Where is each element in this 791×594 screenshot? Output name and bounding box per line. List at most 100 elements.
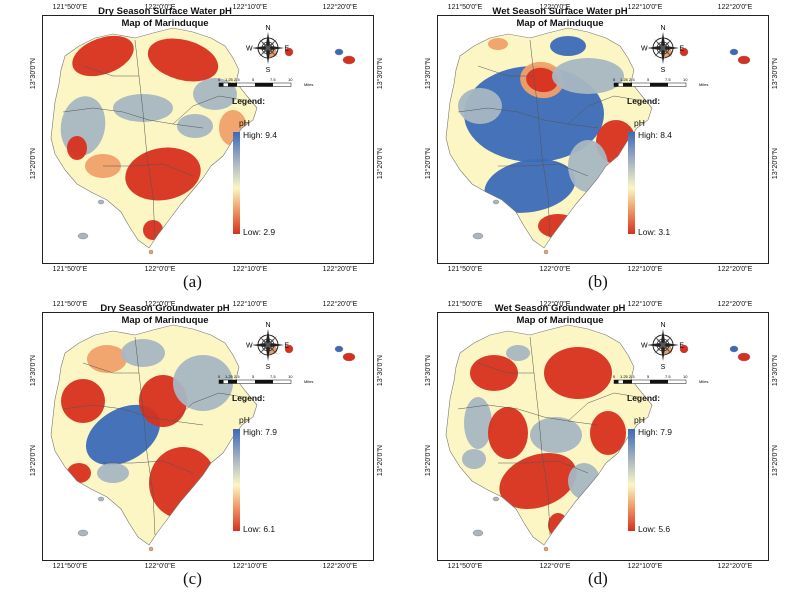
road-lines [457,336,639,536]
map-title: Dry Season Groundwater pH Map of Marindu… [70,303,260,327]
map-title: Dry Season Surface Water pH Map of Marin… [70,6,260,30]
longitude-tick: 121°50'0"E [447,4,483,11]
longitude-tick: 121°50'0"E [52,563,88,570]
islet [543,546,549,552]
ph-map [445,27,751,255]
ph-map [445,324,751,552]
islet [77,232,89,240]
compass-e: E [284,343,289,350]
scale-label: 10 [288,374,293,379]
islet [334,345,344,353]
scale-unit: Miles [699,82,708,87]
scale-unit: Miles [304,379,313,384]
panel-caption: (b) [588,272,608,291]
ph-zone [470,355,518,391]
latitude-tick: 13°30'0"N [30,355,37,387]
latitude-tick: 13°20'0"N [425,445,432,477]
legend-ph-label: pH [239,118,250,128]
ph-zone [488,38,508,50]
ph-zone [125,147,201,201]
ph-map [50,324,356,552]
compass-s: S [266,67,271,72]
ph-zone [173,355,233,411]
map-frame [42,15,374,264]
scale-label: 2.5 [629,77,635,82]
ph-zone [67,463,91,483]
scale-label: 5 [252,77,255,82]
latitude-tick: 13°30'0"N [30,58,37,90]
scale-label: 7.5 [665,374,671,379]
map-panel: 121°50'0"E 122°0'0"E 122°10'0"E 122°20'0… [0,297,395,594]
islet [148,249,154,255]
ph-zone [143,220,163,240]
ph-zone [544,347,612,399]
legend-title: Legend: [627,96,661,106]
longitude-tick: 122°10'0"E [232,266,268,273]
map-panel: 121°50'0"E 122°0'0"E 122°10'0"E 122°20'0… [0,0,395,297]
ph-zone [499,452,577,510]
ph-zone [121,339,165,367]
longitude-tick: 122°10'0"E [627,563,663,570]
ph-zones [462,345,626,537]
islet [97,199,105,205]
latitude-tick: 13°20'0"N [377,445,384,477]
ph-zone [568,140,608,192]
islet [472,232,484,240]
longitude-tick: 122°10'0"E [232,4,268,11]
legend-high-value: High: 9.4 [243,130,278,140]
ph-zone [526,67,558,93]
islet [284,344,294,354]
map-title-line2: Map of Marinduque [121,18,209,29]
longitude-tick: 122°20'0"E [717,563,753,570]
map-title: Wet Season Surface Water pH Map of Marin… [465,6,655,30]
compass-n: N [660,25,665,32]
legend-title: Legend: [232,393,266,403]
scale-label: 10 [683,374,688,379]
ph-zones [458,36,636,238]
ph-zone [72,35,134,77]
scale-label: 7.5 [665,77,671,82]
ph-zone [147,38,219,82]
ph-zone [552,58,624,94]
map-title-line1: Wet Season Surface Water pH [492,6,628,17]
scale-label: 0 [218,77,221,82]
longitude-tick: 122°20'0"E [322,4,358,11]
scale-label: 1.25 [225,77,234,82]
ph-zone [550,36,586,56]
legend-title: Legend: [627,393,661,403]
scale-label: 5 [647,374,650,379]
islet [284,47,294,57]
scale-bar: 0 1.25 2.5 5 7.5 10 Miles [218,77,313,87]
islet [729,345,739,353]
longitude-tick: 122°10'0"E [627,4,663,11]
legend-high-value: High: 7.9 [638,427,673,437]
islet [737,55,751,65]
legend-color-ramp [233,132,240,234]
scale-label: 5 [647,77,650,82]
ph-zone [86,404,160,466]
compass-w: W [641,46,648,53]
compass-w: W [641,343,648,350]
legend-ph-label: pH [634,118,645,128]
panel-caption: (d) [588,569,608,588]
legend-color-ramp [233,429,240,531]
longitude-tick: 121°50'0"E [52,301,88,308]
islet [492,199,500,205]
panel-caption: (a) [183,272,202,291]
compass-rose-icon: N S E W [246,25,289,72]
latitude-tick: 13°30'0"N [425,355,432,387]
latitude-tick: 13°20'0"N [377,148,384,180]
legend-color-ramp [628,429,635,531]
scale-unit: Miles [304,82,313,87]
road-lines [62,336,244,536]
islet [472,529,484,537]
islet [679,344,689,354]
map-panel: 121°50'0"E 122°0'0"E 122°10'0"E 122°20'0… [395,0,790,297]
longitude-tick: 122°20'0"E [717,4,753,11]
scale-label: 7.5 [270,374,276,379]
scale-label: 0 [218,374,221,379]
ph-zone [530,417,582,453]
islet [334,48,344,56]
map-title-line1: Dry Season Surface Water pH [98,6,232,17]
compass-n: N [660,322,665,329]
